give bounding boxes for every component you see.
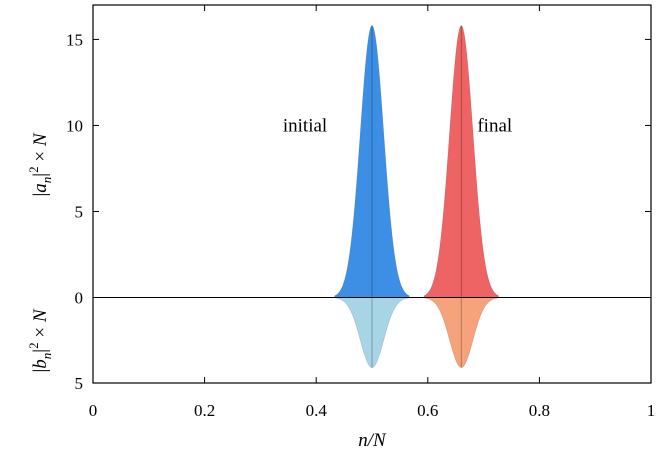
x-tick-label: 1 <box>647 401 656 420</box>
series-outline-0 <box>334 25 410 297</box>
series-outline-1 <box>423 25 499 297</box>
annotation-final: final <box>477 115 512 136</box>
annotation-initial: initial <box>283 115 327 136</box>
x-tick-label: 0.8 <box>529 401 550 420</box>
x-tick-label: 0.4 <box>306 401 328 420</box>
y-tick-label: 15 <box>66 30 83 49</box>
svg-text:|bn|2 × N: |bn|2 × N <box>26 308 54 372</box>
y-axis-title-top: |an|2 × N <box>26 132 54 196</box>
series-area-bottom-3 <box>423 297 499 368</box>
y-tick-label: 5 <box>75 202 84 221</box>
series-outline-3 <box>423 297 499 368</box>
x-axis-title: n/N <box>358 430 387 451</box>
x-tick-label: 0.2 <box>194 401 215 420</box>
svg-text:|an|2 × N: |an|2 × N <box>26 132 54 196</box>
y-tick-label-bottom: 5 <box>75 374 84 393</box>
y-tick-label: 10 <box>66 116 83 135</box>
x-tick-label: 0.6 <box>417 401 438 420</box>
series-area-top-0 <box>334 25 410 298</box>
y-axis-title-bottom: |bn|2 × N <box>26 308 54 372</box>
series-area-bottom-2 <box>334 297 410 368</box>
y-tick-label: 0 <box>75 289 84 308</box>
series-area-top-1 <box>423 25 499 298</box>
series-outline-2 <box>334 297 410 368</box>
x-tick-label: 0 <box>89 401 98 420</box>
plot-frame <box>92 4 652 384</box>
